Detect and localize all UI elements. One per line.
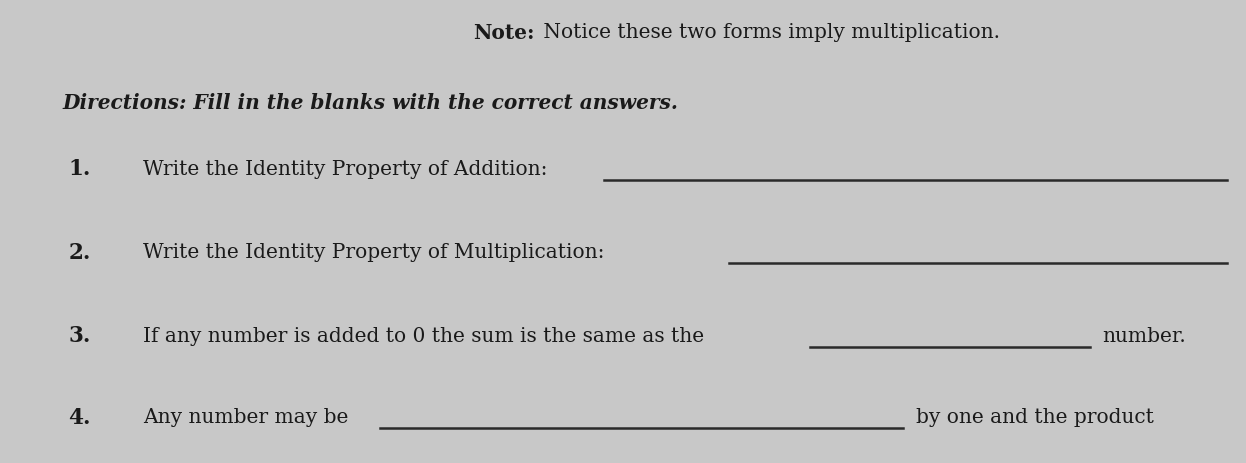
Text: number.: number.: [1103, 326, 1186, 345]
Text: 2.: 2.: [69, 241, 91, 263]
Text: Notice these two forms imply multiplication.: Notice these two forms imply multiplicat…: [537, 23, 1001, 42]
Text: Write the Identity Property of Addition:: Write the Identity Property of Addition:: [143, 160, 548, 178]
Text: 4.: 4.: [69, 406, 91, 428]
Text: Note:: Note:: [473, 23, 535, 43]
Text: Directions: Fill in the blanks with the correct answers.: Directions: Fill in the blanks with the …: [62, 93, 678, 113]
Text: 3.: 3.: [69, 325, 91, 347]
Text: If any number is added to 0 the sum is the same as the: If any number is added to 0 the sum is t…: [143, 326, 704, 345]
Text: Any number may be: Any number may be: [143, 407, 349, 426]
Text: Write the Identity Property of Multiplication:: Write the Identity Property of Multiplic…: [143, 243, 604, 262]
Text: by one and the product: by one and the product: [916, 407, 1154, 426]
Text: 1.: 1.: [69, 158, 91, 180]
